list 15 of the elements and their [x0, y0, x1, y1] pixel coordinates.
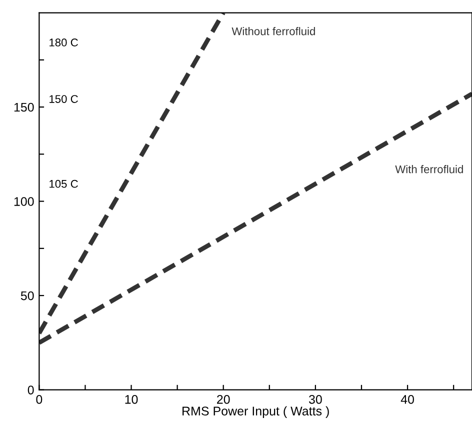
y-tick-label: 100 — [14, 197, 34, 206]
x-tick-label: 20 — [217, 394, 230, 404]
series-label: Without ferrofluid — [232, 27, 315, 36]
x-axis-title: RMS Power Input ( Watts ) — [182, 406, 329, 418]
annotation: 105 C — [50, 180, 78, 188]
y-tick-label: 150 — [14, 102, 34, 112]
x-tick-label: 0 — [36, 394, 42, 404]
annotation: 180 C — [50, 38, 78, 46]
x-tick-label: 30 — [308, 394, 322, 404]
x-tick-label: 40 — [400, 394, 414, 404]
y-tick-label: 0 — [28, 386, 34, 394]
x-tick-label: 10 — [125, 394, 138, 404]
text: With ferrofluid — [395, 165, 463, 174]
annotation: 150 C — [50, 95, 78, 103]
y-tick-label: 50 — [20, 291, 34, 300]
